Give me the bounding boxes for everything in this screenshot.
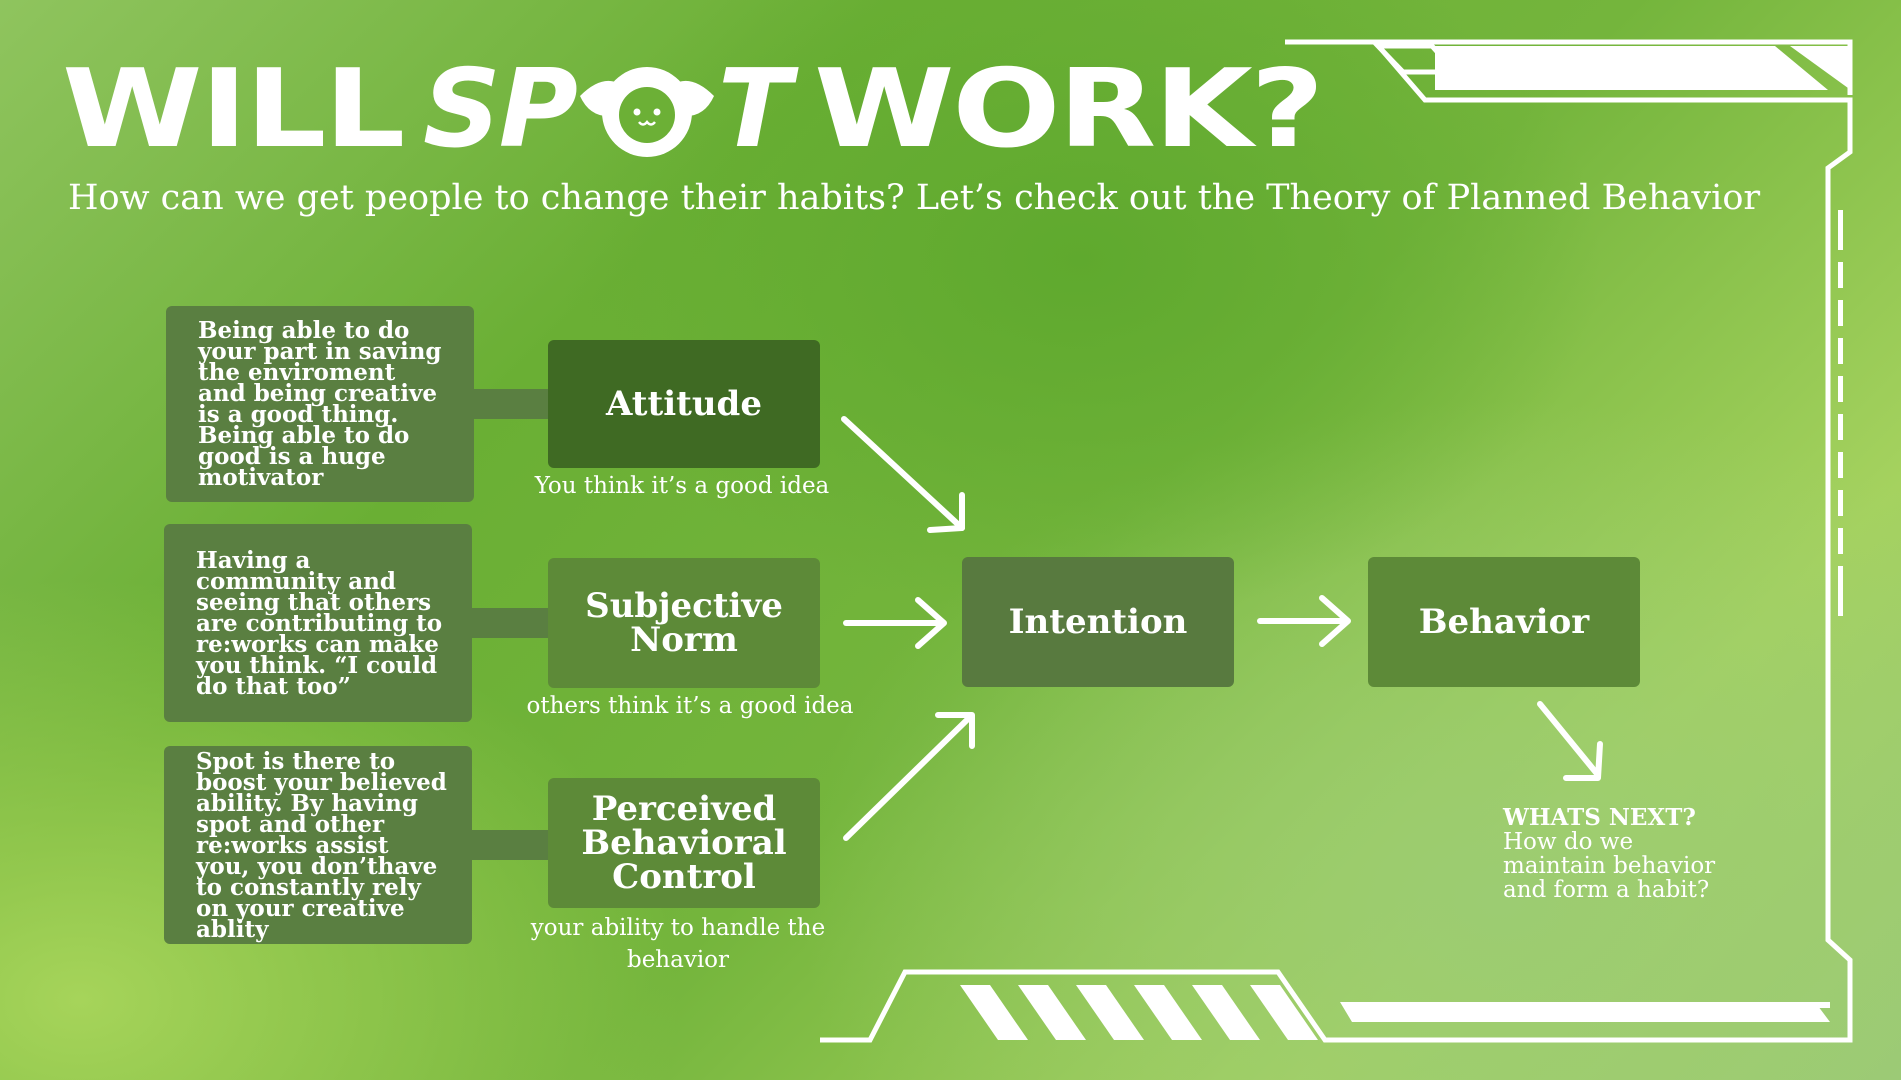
norm-caption: others think it’s a good idea <box>526 693 854 719</box>
whats-next: WHATS NEXT? How do we maintain behavior … <box>1503 804 1743 903</box>
attitude-description: Being able to do your part in saving the… <box>166 306 474 502</box>
title-spot-right: T <box>717 47 792 172</box>
norm-description: Having a community and seeing that other… <box>164 524 472 722</box>
frame-outline <box>820 39 1853 1043</box>
control-caption: your ability to handle the behavior <box>530 915 826 973</box>
subtitle: How can we get people to change their ha… <box>68 178 1761 218</box>
control-box: Perceived Behavioral Control <box>548 778 820 908</box>
page-title: WILL SP T WORK? <box>62 47 1324 172</box>
control-connector <box>472 830 550 860</box>
attitude-connector <box>474 389 550 419</box>
behavior-box: Behavior <box>1368 557 1640 687</box>
title-will: WILL <box>62 47 405 172</box>
attitude-label: Attitude <box>606 384 762 424</box>
whats-next-heading: WHATS NEXT? <box>1503 804 1696 831</box>
whats-next-body: How do we maintain behavior and form a h… <box>1503 829 1716 903</box>
control-description: Spot is there to boost your believed abi… <box>164 746 472 944</box>
frame-bottom-bar <box>1340 1002 1830 1022</box>
title-spot: SP T <box>422 47 792 172</box>
attitude-description-text: Being able to do your part in saving the… <box>198 317 442 491</box>
arrow-norm-to-intention <box>843 597 947 649</box>
control-description-text: Spot is there to boost your believed abi… <box>196 747 447 943</box>
stripe-pattern <box>960 985 1318 1040</box>
norm-connector <box>472 608 550 638</box>
attitude-box: Attitude <box>548 340 820 468</box>
norm-box: Subjective Norm <box>548 558 820 688</box>
behavior-label: Behavior <box>1418 602 1590 642</box>
frame-top-bar <box>1435 46 1828 90</box>
title-work: WORK? <box>813 47 1324 172</box>
spot-mascot-icon <box>572 60 722 160</box>
arrow-behavior-to-next <box>1537 701 1603 781</box>
control-label: Perceived Behavioral Control <box>581 789 787 897</box>
intention-box: Intention <box>962 557 1234 687</box>
norm-label: Subjective Norm <box>585 586 783 660</box>
norm-description-text: Having a community and seeing that other… <box>196 546 443 700</box>
title-spot-left: SP <box>422 47 578 172</box>
arrow-control-to-intention <box>843 712 975 841</box>
arrow-attitude-to-intention <box>841 416 965 533</box>
arrow-intention-to-behavior <box>1257 595 1351 647</box>
attitude-caption: You think it’s a good idea <box>534 473 830 499</box>
intention-label: Intention <box>1008 602 1188 642</box>
